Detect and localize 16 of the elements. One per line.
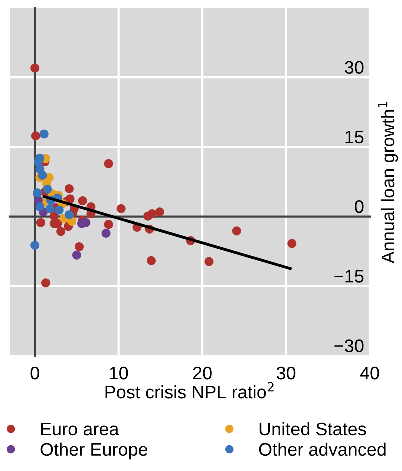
- y-axis-title: Annual loan growth$^{1}$: [378, 102, 398, 264]
- x-tick-label: 10: [110, 366, 128, 380]
- x-axis-title: Post crisis NPL ratio$^{2}$: [106, 382, 274, 399]
- y-tick-label: −30: [334, 340, 364, 352]
- x-tick-label: 20: [193, 366, 212, 380]
- x-tick-label: 30: [276, 366, 296, 380]
- y-tick-label: −15: [334, 270, 364, 283]
- y-tick-label: 0: [355, 200, 364, 214]
- x-tick-label: 40: [360, 366, 380, 380]
- y-tick-label: 15: [346, 131, 364, 144]
- y-tick-label: 30: [345, 61, 364, 74]
- x-tick-label: 0: [30, 366, 40, 380]
- legend-label: Euro area: [41, 423, 120, 436]
- legend-label: United States: [260, 422, 366, 436]
- legend-label: Other Europe: [40, 442, 148, 460]
- legend-label: Other advanced: [259, 442, 386, 456]
